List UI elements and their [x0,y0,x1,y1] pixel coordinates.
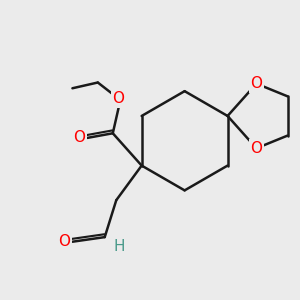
Text: O: O [58,234,70,249]
Text: O: O [250,141,262,156]
Text: H: H [114,239,125,254]
Text: O: O [112,91,124,106]
Text: O: O [250,76,262,91]
Text: O: O [73,130,85,146]
